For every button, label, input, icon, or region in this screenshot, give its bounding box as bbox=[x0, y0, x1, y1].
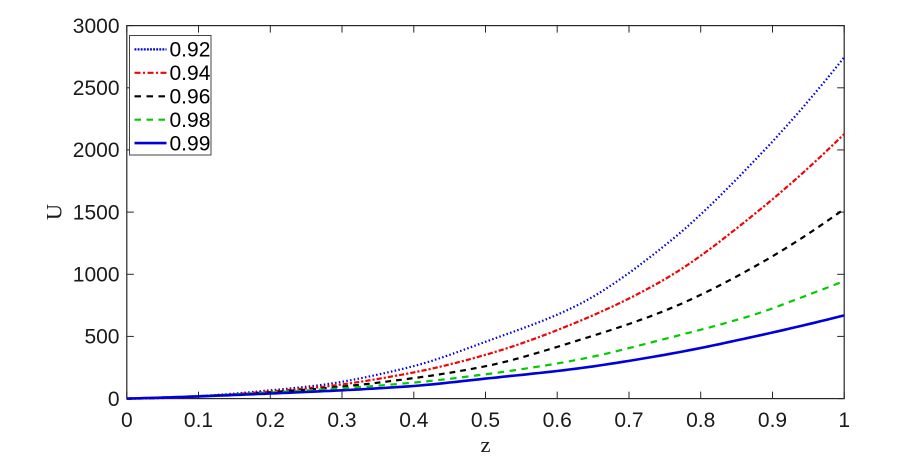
svg-text:0.7: 0.7 bbox=[614, 409, 643, 432]
svg-text:0.9: 0.9 bbox=[758, 409, 787, 432]
svg-text:2000: 2000 bbox=[73, 139, 120, 162]
svg-text:0.94: 0.94 bbox=[170, 62, 211, 85]
svg-text:1: 1 bbox=[838, 409, 850, 432]
svg-text:1000: 1000 bbox=[73, 264, 120, 287]
svg-text:0.3: 0.3 bbox=[327, 409, 356, 432]
svg-text:z: z bbox=[481, 432, 491, 457]
svg-text:0: 0 bbox=[108, 388, 120, 411]
svg-text:2500: 2500 bbox=[73, 77, 120, 100]
svg-text:0: 0 bbox=[121, 409, 133, 432]
svg-text:0.5: 0.5 bbox=[471, 409, 500, 432]
svg-text:0.98: 0.98 bbox=[170, 109, 211, 132]
svg-text:0.1: 0.1 bbox=[184, 409, 213, 432]
svg-text:3000: 3000 bbox=[73, 15, 120, 38]
svg-text:1500: 1500 bbox=[73, 201, 120, 224]
svg-text:0.2: 0.2 bbox=[256, 409, 285, 432]
svg-text:500: 500 bbox=[84, 326, 119, 349]
svg-text:0.96: 0.96 bbox=[170, 86, 211, 109]
svg-text:0.4: 0.4 bbox=[399, 409, 429, 432]
svg-text:0.99: 0.99 bbox=[170, 132, 211, 155]
svg-text:0.92: 0.92 bbox=[170, 39, 211, 62]
svg-text:0.6: 0.6 bbox=[543, 409, 572, 432]
svg-text:U: U bbox=[42, 204, 67, 220]
svg-text:0.8: 0.8 bbox=[686, 409, 715, 432]
